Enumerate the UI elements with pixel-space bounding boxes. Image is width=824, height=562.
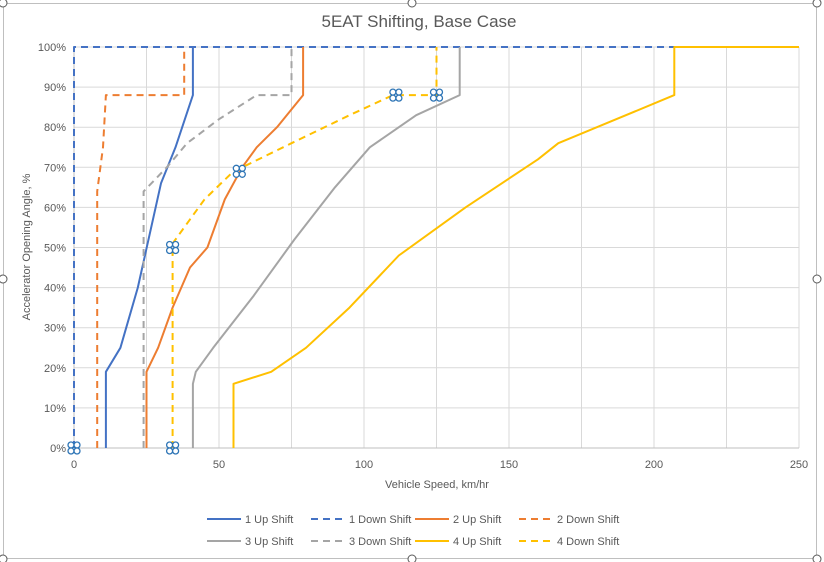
series-line	[142, 47, 293, 448]
legend-label: 1 Up Shift	[245, 514, 293, 526]
resize-handle[interactable]	[407, 0, 417, 8]
y-tick-label: 10%	[44, 403, 66, 415]
series-layer	[73, 46, 799, 448]
y-tick-label: 30%	[44, 323, 66, 335]
y-tick-label: 50%	[44, 243, 66, 255]
x-tick-label: 250	[790, 459, 808, 471]
data-marker	[232, 164, 246, 178]
x-axis-label: Vehicle Speed, km/hr	[385, 479, 489, 491]
y-tick-label: 70%	[44, 162, 66, 174]
series-line	[191, 47, 461, 448]
series-line	[96, 47, 186, 448]
series-line	[104, 47, 194, 448]
resize-handle[interactable]	[812, 554, 822, 562]
y-tick-label: 100%	[38, 42, 66, 54]
x-tick-label: 50	[213, 459, 225, 471]
y-tick-label: 60%	[44, 202, 66, 214]
y-axis-label: Accelerator Opening Angle, %	[21, 173, 33, 320]
resize-handle[interactable]	[0, 0, 8, 8]
legend-item: 2 Up Shift	[415, 514, 501, 526]
legend-label: 1 Down Shift	[349, 514, 411, 526]
resize-handle[interactable]	[0, 274, 8, 284]
x-tick-label: 200	[645, 459, 663, 471]
series-line	[73, 46, 799, 448]
legend-item: 1 Down Shift	[311, 514, 411, 526]
x-tick-label: 100	[355, 459, 373, 471]
legend-item: 3 Up Shift	[207, 536, 293, 548]
series-line	[232, 46, 799, 448]
data-marker	[429, 88, 444, 102]
y-tick-label: 20%	[44, 363, 66, 375]
resize-handle[interactable]	[0, 554, 8, 562]
marker-layer	[67, 88, 444, 455]
resize-handle[interactable]	[812, 274, 822, 284]
y-tick-label: 40%	[44, 283, 66, 295]
legend-item: 4 Down Shift	[519, 536, 619, 548]
y-tick-label: 0%	[50, 443, 66, 455]
resize-handle[interactable]	[812, 0, 822, 8]
legend-item: 1 Up Shift	[207, 514, 293, 526]
legend-label: 4 Up Shift	[453, 536, 501, 548]
y-axis-ticks: 0% 10% 20% 30% 40% 50% 60% 70% 80% 90% 100%	[38, 42, 66, 455]
legend-label: 3 Up Shift	[245, 536, 293, 548]
legend-label: 4 Down Shift	[557, 536, 619, 548]
legend-label: 2 Down Shift	[557, 514, 619, 526]
chart-title: 5EAT Shifting, Base Case	[322, 12, 517, 31]
data-marker	[165, 240, 180, 255]
x-axis-ticks: 0 50 100 150 200 250	[71, 459, 808, 471]
x-tick-label: 0	[71, 459, 77, 471]
data-marker	[389, 88, 403, 102]
legend-label: 2 Up Shift	[453, 514, 501, 526]
grid	[73, 46, 800, 449]
y-tick-label: 90%	[44, 82, 66, 94]
data-marker	[67, 441, 81, 455]
legend: 1 Up Shift 1 Down Shift 2 Up Shift 2 Down S…	[207, 514, 619, 548]
x-tick-label: 150	[500, 459, 518, 471]
data-marker	[165, 441, 180, 455]
series-line	[145, 47, 305, 448]
y-tick-label: 80%	[44, 122, 66, 134]
legend-label: 3 Down Shift	[349, 536, 411, 548]
legend-item: 3 Down Shift	[311, 536, 411, 548]
resize-handle[interactable]	[407, 554, 417, 562]
legend-item: 2 Down Shift	[519, 514, 619, 526]
legend-item: 4 Up Shift	[415, 536, 501, 548]
